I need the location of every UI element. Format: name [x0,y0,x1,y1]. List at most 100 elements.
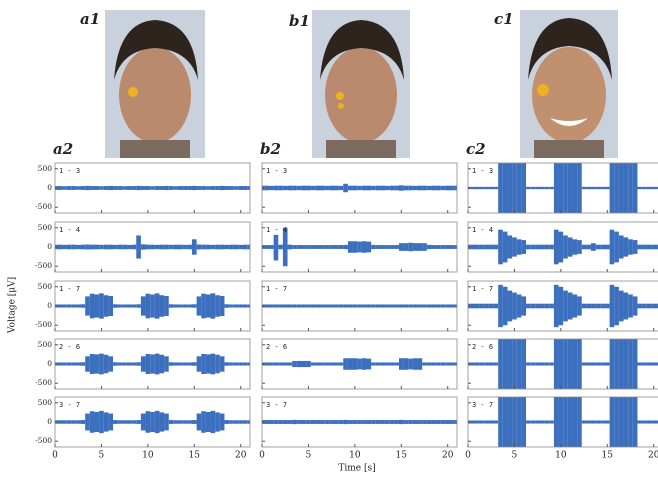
signal-envelope [479,244,485,250]
signal-envelope [507,339,513,389]
signal-envelope [219,185,225,191]
signal-envelope [440,185,446,191]
signal-envelope [470,362,475,366]
signal-envelope [389,245,395,249]
signal-envelope [618,339,624,389]
signal-envelope [333,304,339,308]
signal-envelope [498,163,503,213]
signal-envelope [301,360,307,368]
signal-envelope [604,362,610,366]
signal-envelope [229,186,234,190]
signal-envelope [329,245,334,249]
signal-envelope [600,303,605,309]
signal-envelope [145,186,151,190]
x-tick-label: 15 [602,451,614,461]
signal-envelope [113,186,118,190]
signal-envelope [268,420,274,424]
signal-envelope [380,245,386,249]
name-bg [470,166,488,176]
series-name: 2 - 6 [59,343,80,351]
signal-envelope [243,186,248,190]
signal-envelope [614,286,619,326]
signal-envelope [99,353,104,375]
signal-envelope [343,183,348,193]
signal-envelope [301,420,307,424]
signal-envelope [352,358,358,370]
signal-envelope [238,362,244,366]
signal-envelope [243,244,248,250]
signal-envelope [215,295,220,317]
signal-envelope [164,356,169,372]
name-bg [264,342,282,352]
signal-envelope [577,397,582,447]
x-tick-label: 10 [555,451,567,461]
signal-envelope [196,244,202,250]
signal-envelope [445,245,451,249]
signal-envelope [159,354,165,374]
signal-envelope [264,304,269,308]
signal-envelope [187,304,192,308]
signal-envelope [595,362,601,366]
signal-envelope [61,304,67,308]
signal-envelope [403,304,409,308]
signal-envelope [436,420,441,424]
signal-envelope [380,420,386,424]
signal-envelope [247,186,250,190]
series-name: 1 - 3 [59,167,80,175]
y-tick-label: 500 [38,340,53,349]
signal-envelope [544,420,550,424]
signal-envelope [586,303,592,309]
signal-envelope [57,244,62,250]
signal-envelope [99,293,104,319]
signal-envelope [324,304,330,308]
signal-envelope [398,419,404,425]
signal-envelope [646,420,652,424]
signal-envelope [445,304,451,308]
signal-envelope [94,294,100,318]
signal-envelope [507,163,513,213]
signal-envelope [394,304,399,308]
x-axis-label: Time [s] [338,464,375,474]
signal-envelope [301,185,307,191]
signal-envelope [553,229,559,265]
signal-envelope [320,185,325,191]
signal-envelope [544,244,550,250]
signal-envelope [229,420,234,424]
signal-envelope [268,304,274,308]
signal-envelope [375,304,381,308]
signal-envelope [329,420,334,424]
signal-envelope [159,295,165,317]
signal-envelope [558,231,564,263]
signal-envelope [516,239,522,255]
signal-envelope [572,239,578,255]
signal-envelope [512,163,517,213]
signal-envelope [103,244,109,250]
signal-envelope [247,244,250,250]
signal-envelope [398,243,404,251]
signal-envelope [586,244,592,250]
signal-envelope [168,362,174,366]
signal-envelope [224,362,230,366]
signal-envelope [412,420,418,424]
signal-envelope [530,362,536,366]
signal-envelope [243,304,248,308]
signal-envelope [301,245,307,249]
signal-envelope [642,244,647,250]
signal-envelope [126,362,132,366]
signal-envelope [126,420,132,424]
signal-envelope [553,397,559,447]
signal-envelope [215,354,220,374]
signal-envelope [637,362,643,366]
signal-envelope [108,185,114,191]
signal-envelope [488,186,494,190]
signal-envelope [191,362,197,366]
signal-envelope [623,397,629,447]
signal-envelope [516,294,522,318]
signal-envelope [623,339,629,389]
panel [262,358,457,370]
signal-envelope [375,362,381,366]
panel [262,227,457,267]
signal-envelope [549,244,554,250]
signal-envelope [282,185,288,191]
signal-envelope [191,304,197,308]
